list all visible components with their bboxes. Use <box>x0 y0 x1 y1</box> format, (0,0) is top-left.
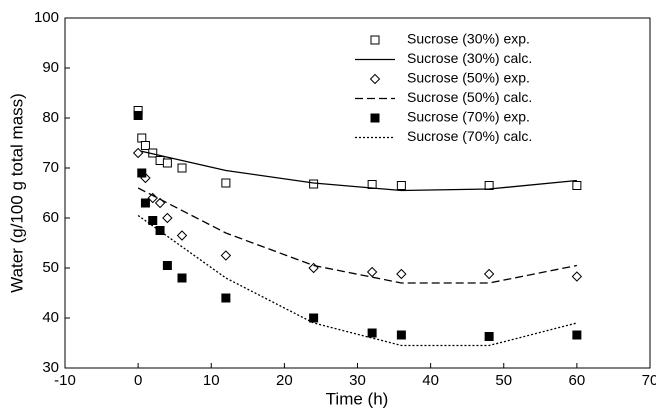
marker <box>369 73 381 85</box>
calc-line <box>137 149 577 192</box>
marker <box>155 156 165 165</box>
marker <box>221 293 231 303</box>
y-tick-label: 70 <box>42 159 59 176</box>
marker <box>370 35 380 45</box>
marker <box>221 178 231 188</box>
calc-line <box>137 214 578 347</box>
marker <box>309 313 319 323</box>
y-tick-label: 30 <box>42 359 59 376</box>
marker <box>140 198 150 208</box>
y-tick-label: 80 <box>42 109 59 126</box>
legend-text: Sucrose (50%) calc. <box>407 89 532 105</box>
marker <box>572 181 582 190</box>
marker <box>396 330 406 340</box>
marker <box>483 268 495 280</box>
marker <box>220 250 232 261</box>
marker <box>162 212 173 224</box>
marker <box>367 328 377 338</box>
x-tick-label: 30 <box>349 372 366 389</box>
marker <box>177 163 187 173</box>
y-tick-label: 100 <box>34 9 59 26</box>
x-tick-label: 10 <box>203 372 220 389</box>
x-tick-label: 40 <box>422 372 439 389</box>
x-tick-label: 60 <box>569 372 586 389</box>
marker <box>140 141 150 150</box>
calc-line <box>137 187 578 284</box>
marker <box>571 271 583 282</box>
marker <box>308 262 319 274</box>
y-tick-label: 90 <box>42 59 59 76</box>
x-tick-label: 50 <box>495 372 512 389</box>
marker <box>133 111 143 120</box>
y-tick-label: 50 <box>42 259 59 276</box>
marker <box>370 113 380 123</box>
legend-text: Sucrose (50%) exp. <box>407 70 530 86</box>
marker <box>176 230 188 241</box>
y-tick-label: 60 <box>42 209 59 226</box>
x-axis-title: Time (h) <box>326 389 389 408</box>
legend-text: Sucrose (70%) calc. <box>407 128 532 144</box>
y-axis-title: Water (g/100 g total mass) <box>7 93 26 293</box>
y-tick-label: 40 <box>42 309 59 326</box>
marker <box>396 268 407 280</box>
marker <box>484 332 494 341</box>
legend-text: Sucrose (30%) exp. <box>407 31 530 47</box>
x-tick-label: -10 <box>54 372 76 389</box>
marker <box>137 133 147 143</box>
marker <box>137 168 147 178</box>
marker <box>148 216 158 225</box>
legend-text: Sucrose (70%) exp. <box>407 109 530 125</box>
marker <box>155 226 165 235</box>
marker <box>177 273 187 283</box>
marker <box>572 330 582 340</box>
x-tick-label: 70 <box>642 372 656 389</box>
marker <box>132 147 144 159</box>
marker <box>396 181 406 190</box>
marker <box>162 261 172 270</box>
marker <box>162 158 172 168</box>
x-tick-label: 0 <box>134 372 142 389</box>
legend-text: Sucrose (30%) calc. <box>407 50 532 66</box>
marker <box>309 179 319 189</box>
x-tick-label: 20 <box>276 372 293 389</box>
marker <box>366 266 378 278</box>
